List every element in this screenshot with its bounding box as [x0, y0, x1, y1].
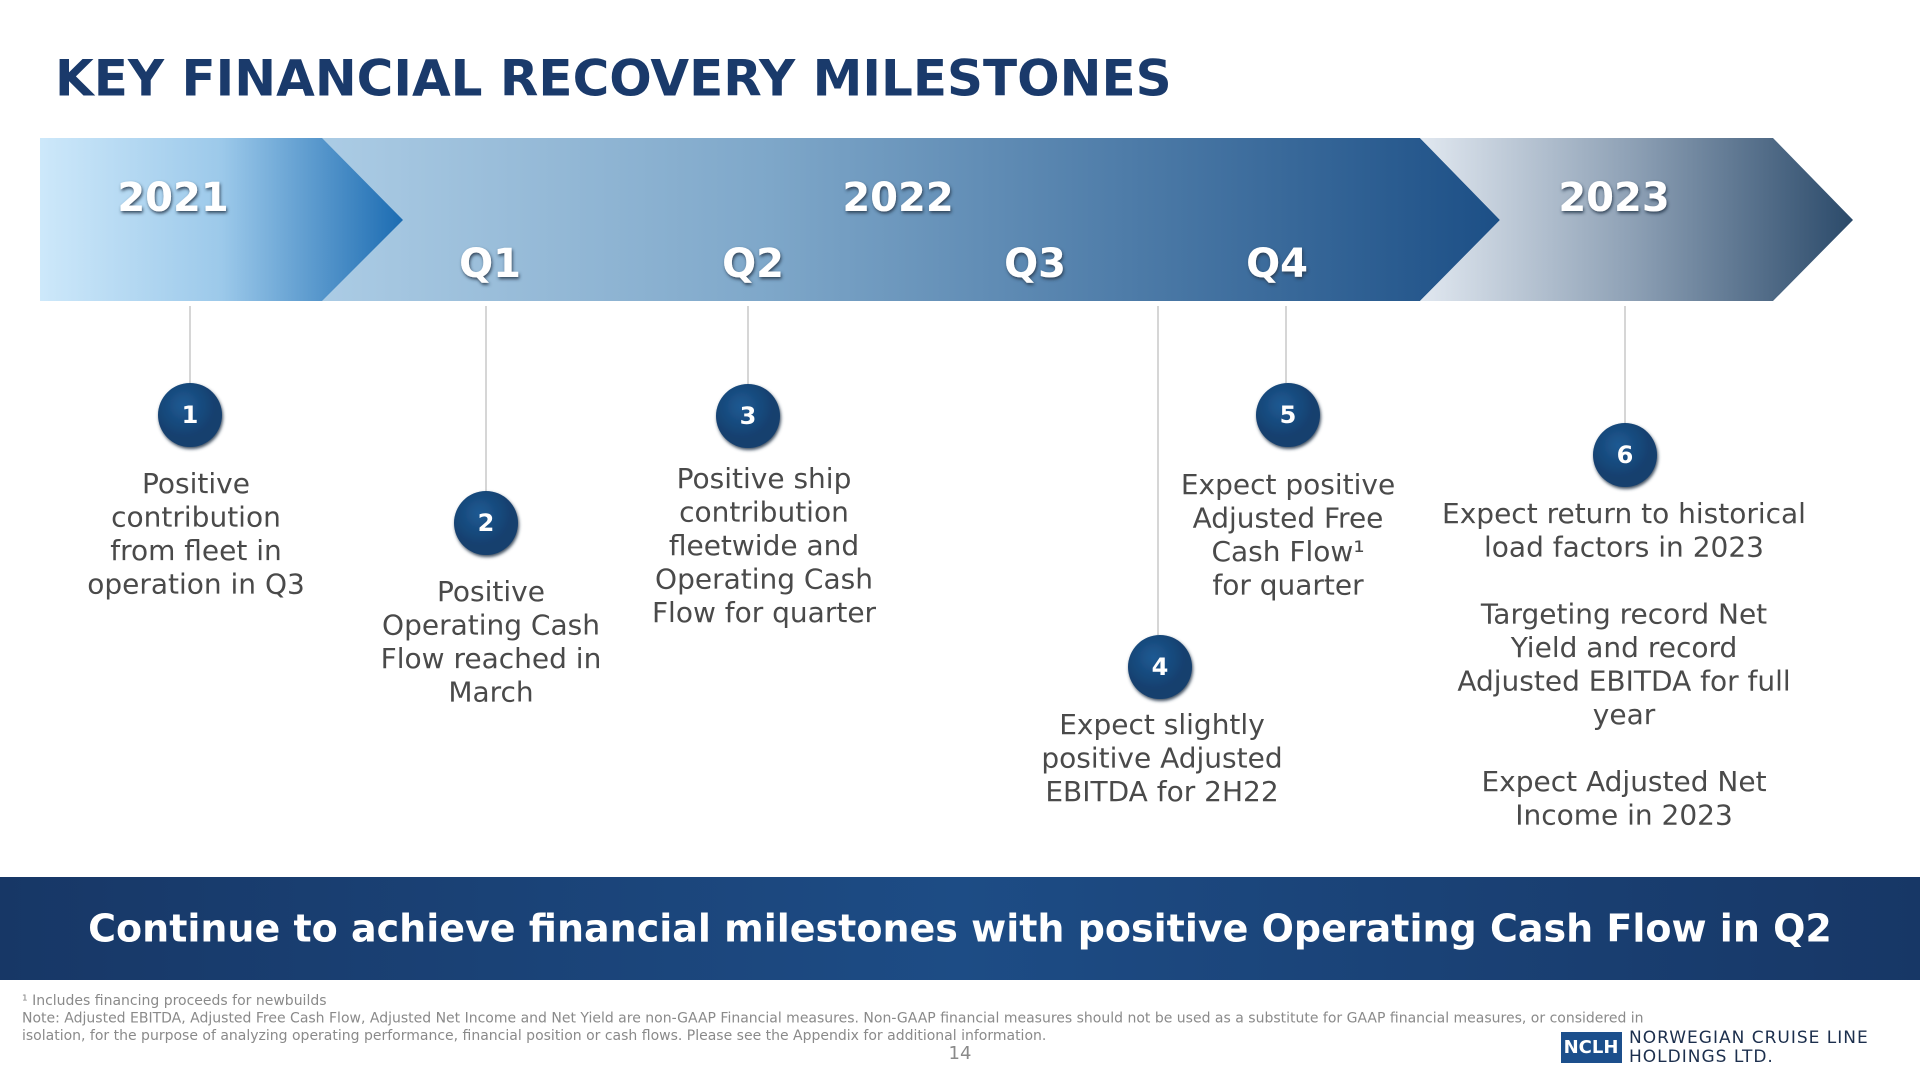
milestone-number: 4	[1152, 653, 1169, 681]
milestone-text: March	[448, 676, 533, 709]
footnote: Note: Adjusted EBITDA, Adjusted Free Cas…	[22, 1011, 1644, 1027]
milestone-text: Cash Flow¹	[1211, 535, 1364, 568]
quarter-label: Q3	[1004, 241, 1066, 287]
milestone-text: Yield and record	[1510, 631, 1738, 664]
milestone-number: 6	[1617, 441, 1634, 469]
footnote: isolation, for the purpose of analyzing …	[22, 1028, 1046, 1044]
year-label: 2021	[117, 175, 228, 221]
footnote: ¹ Includes financing proceeds for newbui…	[22, 993, 327, 1009]
milestone-text: for quarter	[1212, 569, 1364, 602]
milestone-text: Adjusted EBITDA for full	[1457, 665, 1790, 698]
milestone-marker	[454, 491, 518, 555]
milestone-text: contribution	[111, 501, 281, 534]
milestone-text: EBITDA for 2H22	[1045, 775, 1278, 808]
milestone-text: Expect Adjusted Net	[1481, 765, 1766, 798]
milestone-number: 5	[1280, 401, 1297, 429]
milestone-text: Operating Cash	[382, 609, 600, 642]
milestone-text: from fleet in	[110, 534, 282, 567]
milestone-text: Expect positive	[1181, 468, 1395, 501]
logo-mark: NCLH	[1564, 1037, 1619, 1058]
title: KEY FINANCIAL RECOVERY MILESTONES	[55, 50, 1172, 108]
logo-name: HOLDINGS LTD.	[1629, 1047, 1774, 1067]
year-label: 2023	[1558, 175, 1669, 221]
arrow-2023	[1420, 138, 1853, 301]
milestone-text: Positive ship	[677, 462, 852, 495]
quarter-label: Q4	[1246, 241, 1308, 287]
milestone-marker	[1593, 423, 1657, 487]
quarter-label: Q2	[722, 241, 784, 287]
milestone-text: operation in Q3	[87, 568, 305, 601]
page-number: 14	[949, 1043, 972, 1064]
milestone-marker	[1256, 383, 1320, 447]
milestone-text: Adjusted Free	[1193, 502, 1384, 535]
milestone-text: Operating Cash	[655, 563, 873, 596]
logo-name: NORWEGIAN CRUISE LINE	[1629, 1028, 1869, 1048]
quarter-label: Q1	[459, 241, 521, 287]
milestone-text: Expect return to historical	[1442, 497, 1806, 530]
milestone-text: positive Adjusted	[1041, 742, 1282, 775]
milestone-text: load factors in 2023	[1484, 531, 1764, 564]
year-label: 2022	[842, 175, 953, 221]
milestone-text: Flow for quarter	[652, 596, 877, 629]
milestone-text: Positive	[142, 467, 250, 500]
logo-box	[1561, 1032, 1622, 1063]
milestone-number: 2	[478, 509, 495, 537]
milestone-marker	[716, 384, 780, 448]
milestone-marker	[158, 383, 222, 447]
milestone-number: 1	[182, 401, 199, 429]
milestone-text: year	[1593, 698, 1656, 731]
milestone-number: 3	[740, 402, 757, 430]
arrow-2022	[40, 138, 1500, 301]
milestone-text: Flow reached in	[381, 642, 602, 675]
milestone-text: Targeting record Net	[1480, 598, 1767, 631]
milestone-text: Positive	[437, 575, 545, 608]
milestone-marker	[1128, 635, 1192, 699]
milestone-text: Income in 2023	[1515, 799, 1733, 832]
arrow-2021	[40, 138, 403, 301]
milestone-text: Expect slightly	[1059, 708, 1265, 741]
milestone-text: contribution	[679, 496, 849, 529]
banner	[0, 877, 1920, 980]
banner-text: Continue to achieve financial milestones…	[88, 907, 1832, 951]
milestone-text: fleetwide and	[669, 529, 859, 562]
